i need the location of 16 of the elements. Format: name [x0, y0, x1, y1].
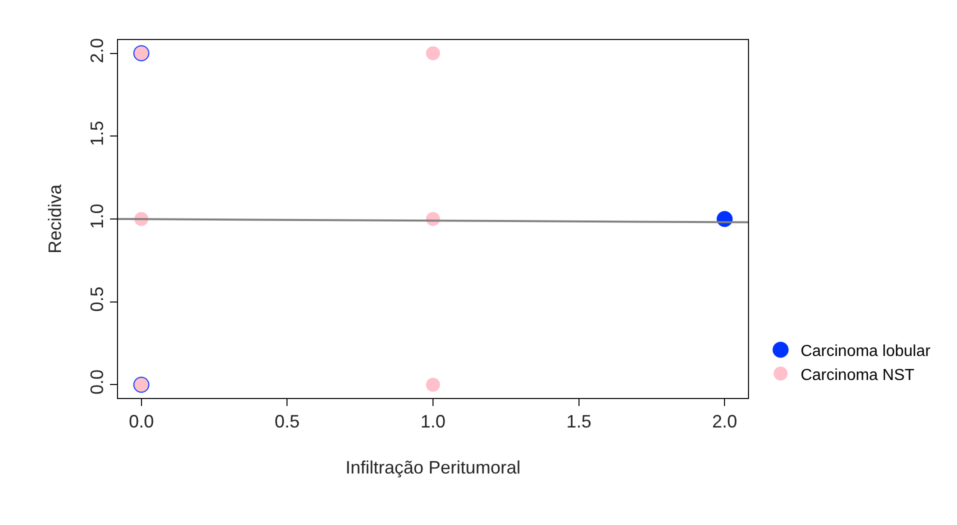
x-axis-title: Infiltração Peritumoral: [345, 458, 521, 478]
point: [426, 378, 440, 392]
legend-label: Carcinoma NST: [800, 366, 915, 384]
x-tick-label: 2.0: [712, 412, 738, 432]
legend-label: Carcinoma lobular: [800, 342, 932, 360]
x-tick-label: 0.5: [274, 412, 300, 432]
y-tick-label: 0.0: [86, 370, 107, 395]
x-tick-label: 0.0: [128, 412, 154, 432]
y-axis-title: Recidiva: [45, 183, 65, 254]
x-tick-label: 1.5: [566, 412, 592, 432]
y-tick-label: 1.0: [86, 204, 107, 229]
point: [426, 46, 440, 60]
y-tick-label: 1.5: [86, 120, 107, 146]
y-tick-label: 0.5: [86, 286, 107, 312]
x-tick-label: 1.0: [420, 412, 446, 432]
y-tick-label: 2.0: [86, 38, 107, 64]
